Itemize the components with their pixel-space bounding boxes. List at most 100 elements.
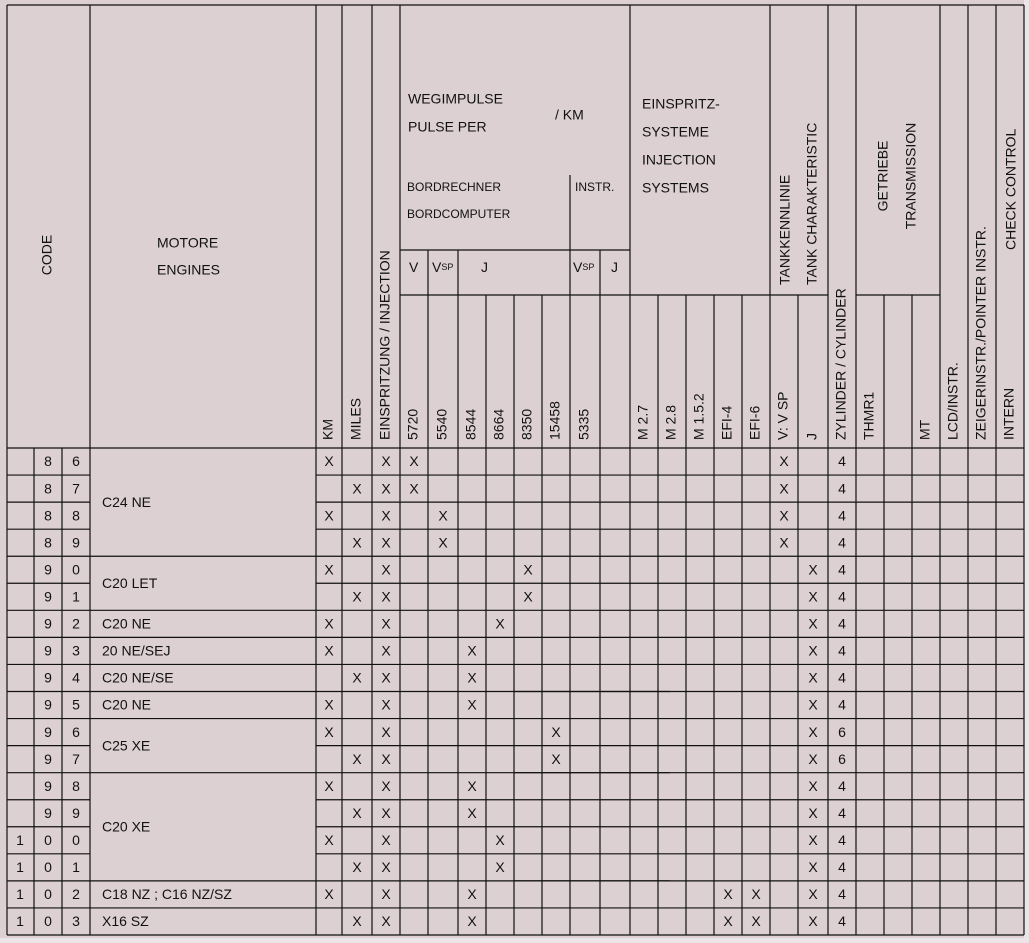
engine-name: C18 NZ ; C16 NZ/SZ: [102, 886, 232, 902]
cell: X: [381, 859, 391, 875]
sub-header: J: [481, 259, 488, 275]
cell: X: [381, 507, 391, 523]
cell: X: [808, 859, 818, 875]
group-title: GETRIEBE: [875, 141, 891, 212]
cell: X: [324, 453, 334, 469]
cell: X: [808, 643, 818, 659]
cell: X: [779, 507, 789, 523]
code-digit: 6: [72, 453, 80, 469]
cell: X: [808, 751, 818, 767]
group-title: TRANSMISSION: [903, 123, 919, 230]
group-title: CHECK CONTROL: [1003, 128, 1019, 250]
cell: X: [779, 453, 789, 469]
cell: 4: [838, 805, 846, 821]
cell: X: [381, 724, 391, 740]
column-header: 8350: [519, 409, 535, 440]
cell: X: [467, 886, 477, 902]
column-header: 5540: [434, 409, 450, 440]
cell: X: [808, 778, 818, 794]
group-title: SYSTEME: [642, 124, 709, 140]
cell: X: [751, 913, 761, 929]
sub-header-main: J: [611, 259, 618, 275]
cell: X: [381, 616, 391, 632]
column-header: LCD/INSTR.: [945, 362, 961, 440]
cell: X: [324, 886, 334, 902]
cell: X: [438, 507, 448, 523]
engine-header: MOTORE: [157, 235, 218, 251]
cell: X: [467, 778, 477, 794]
engine-header: ENGINES: [157, 262, 220, 278]
cell: X: [808, 589, 818, 605]
column-header: V: V SP: [775, 391, 791, 440]
code-digit: 1: [72, 589, 80, 605]
cell: 4: [838, 886, 846, 902]
group-title: TANK CHARAKTERISTIC: [804, 123, 820, 285]
engine-name: C20 NE: [102, 616, 151, 632]
column-header: 15458: [547, 401, 563, 440]
column-header: M 1.5.2: [691, 393, 707, 440]
code-digit: 9: [44, 643, 52, 659]
subgroup-title: INSTR.: [575, 180, 614, 194]
code-digit: 7: [72, 480, 80, 496]
cell: X: [381, 643, 391, 659]
cell: X: [352, 913, 362, 929]
engine-name: C20 NE: [102, 697, 151, 713]
code-digit: 9: [44, 697, 52, 713]
cell: X: [381, 805, 391, 821]
cell: X: [495, 616, 505, 632]
engine-name: C20 XE: [102, 818, 150, 834]
cell: X: [352, 751, 362, 767]
code-digit: 1: [16, 859, 24, 875]
subgroup-title: BORDCOMPUTER: [407, 207, 511, 221]
cell: X: [495, 859, 505, 875]
cell: X: [352, 670, 362, 686]
cell: X: [779, 480, 789, 496]
cell: 4: [838, 480, 846, 496]
code-digit: 3: [72, 643, 80, 659]
cell: X: [352, 534, 362, 550]
sub-header-main: V: [573, 259, 583, 275]
cell: 4: [838, 589, 846, 605]
cell: X: [779, 534, 789, 550]
column-header: MILES: [348, 398, 364, 440]
sub-header-sub: SP: [441, 262, 453, 272]
sub-header-main: V: [432, 259, 442, 275]
column-header: 8544: [463, 409, 479, 440]
group-title: INJECTION: [642, 152, 716, 168]
cell: X: [808, 697, 818, 713]
cell: 4: [838, 697, 846, 713]
code-digit: 9: [72, 805, 80, 821]
cell: X: [551, 751, 561, 767]
cell: 4: [838, 832, 846, 848]
column-header: J: [804, 433, 820, 440]
cell: X: [808, 886, 818, 902]
cell: X: [352, 859, 362, 875]
cell: X: [324, 832, 334, 848]
cell: 4: [838, 643, 846, 659]
code-digit: 9: [44, 778, 52, 794]
code-digit: 9: [44, 589, 52, 605]
code-digit: 0: [44, 859, 52, 875]
cell: X: [381, 480, 391, 496]
code-digit: 8: [72, 778, 80, 794]
subgroup-title: BORDRECHNER: [407, 180, 501, 194]
code-digit: 9: [44, 724, 52, 740]
group-unit: / KM: [555, 107, 584, 123]
code-digit: 8: [44, 453, 52, 469]
cell: X: [352, 805, 362, 821]
cell: X: [381, 561, 391, 577]
cell: 4: [838, 534, 846, 550]
code-digit: 6: [72, 724, 80, 740]
engine-name: X16 SZ: [102, 913, 149, 929]
code-digit: 0: [72, 832, 80, 848]
cell: X: [352, 480, 362, 496]
cell: X: [324, 561, 334, 577]
code-digit: 8: [44, 480, 52, 496]
column-header: EFI-4: [719, 406, 735, 440]
column-header: 5720: [405, 409, 421, 440]
cell: X: [381, 832, 391, 848]
engine-name: 20 NE/SEJ: [102, 643, 170, 659]
cell: X: [808, 724, 818, 740]
cell: X: [808, 913, 818, 929]
